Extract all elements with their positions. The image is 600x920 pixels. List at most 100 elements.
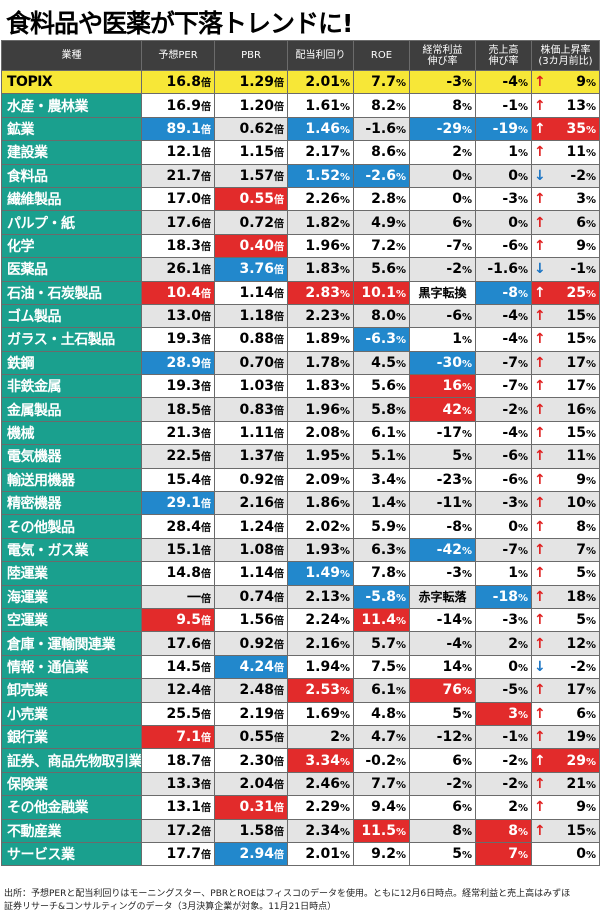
arrow-up-icon: ↑: [534, 191, 546, 208]
cell-unit-roe: %: [395, 288, 406, 300]
cell-value-op: -3: [446, 74, 462, 91]
cell-op: -4%: [409, 631, 476, 656]
cell-sector-name: 食料品: [1, 163, 142, 188]
cell-value-pbr: 1.29: [239, 74, 274, 91]
cell-op: -3%: [409, 69, 476, 95]
cell-value-return: 17: [566, 354, 586, 371]
cell-sector-name: 卸売業: [1, 678, 142, 703]
cell-pbr: 2.16倍: [214, 491, 288, 516]
cell-unit-sales: %: [517, 171, 528, 183]
cell-unit-pbr: 倍: [274, 429, 284, 441]
cell-unit-roe: %: [395, 452, 406, 464]
cell-roe: 7.5%: [353, 654, 410, 680]
cell-div: 2.24%: [287, 607, 354, 633]
cell-per: 28.9倍: [141, 350, 215, 376]
cell-unit-per: 倍: [201, 662, 211, 674]
cell-unit-pbr: 倍: [274, 78, 284, 90]
cell-value-div: 1.96: [305, 401, 340, 418]
cell-value-div: 1.82: [305, 214, 340, 231]
cell-sector-name: その他製品: [1, 514, 142, 539]
cell-per: 17.6倍: [141, 210, 215, 235]
cell-value-op: 76: [442, 682, 462, 699]
cell-value-return: 6: [576, 705, 586, 722]
cell-value-op: 16: [442, 378, 462, 395]
cell-unit-return: %: [585, 101, 596, 113]
cell-div: 2.34%: [287, 818, 354, 843]
cell-value-return: 13: [566, 97, 586, 114]
cell-unit-div: %: [339, 522, 350, 534]
cell-div: 1.61%: [287, 93, 354, 118]
cell-value-return: -2: [570, 658, 586, 675]
arrow-up-icon: ↑: [534, 565, 546, 582]
cell-value-return: 15: [566, 308, 586, 325]
cell-return: 0%: [531, 841, 600, 867]
cell-value-op: 赤字転落: [418, 590, 467, 605]
cell-unit-pbr: 倍: [274, 616, 284, 628]
cell-unit-op: %: [461, 429, 472, 441]
table-body: TOPIX 16.8倍 1.29倍 2.01% 7.7% -3% -4% ↑ 9% 水産・農林業 1…: [1, 69, 600, 867]
cell-value-div: 1.94: [305, 658, 340, 675]
cell-unit-roe: %: [395, 709, 406, 721]
cell-value-pbr: 0.62: [239, 120, 274, 137]
cell-op: -7%: [409, 233, 476, 259]
arrow-up-icon: ↑: [534, 144, 546, 161]
cell-value-roe: 9.4: [371, 799, 396, 816]
arrow-up-icon: ↑: [534, 331, 546, 348]
cell-value-div: 2.26: [305, 191, 340, 208]
cell-value-roe: 9.2: [371, 846, 396, 863]
cell-div: 1.83%: [287, 257, 354, 282]
cell-roe: 7.8%: [353, 561, 410, 586]
cell-div: 1.82%: [287, 210, 354, 235]
cell-pbr: 1.18倍: [214, 303, 288, 329]
cell-unit-return: %: [585, 569, 596, 581]
cell-div: 1.95%: [287, 444, 354, 469]
cell-pbr: 2.94倍: [214, 841, 288, 867]
cell-sales: -1.6%: [475, 257, 532, 282]
cell-unit-div: %: [339, 358, 350, 370]
cell-unit-sales: %: [517, 709, 528, 721]
cell-value-sales: 3: [508, 705, 518, 722]
cell-value-div: 2.08: [305, 425, 340, 442]
cell-pbr: 0.74倍: [214, 584, 288, 609]
cell-value-return: 29: [566, 752, 586, 769]
cell-value-per: 89.1: [166, 120, 201, 137]
cell-value-pbr: 0.83: [239, 401, 274, 418]
cell-value-sales: -5: [502, 682, 518, 699]
cell-unit-pbr: 倍: [274, 335, 284, 347]
cell-unit-div: %: [339, 616, 350, 628]
cell-unit-per: 倍: [201, 101, 211, 113]
cell-unit-pbr: 倍: [274, 171, 284, 183]
cell-value-per: 17.6: [166, 635, 201, 652]
cell-value-per: 15.1: [166, 542, 201, 558]
cell-op: -6%: [409, 303, 476, 329]
cell-unit-roe: %: [395, 382, 406, 394]
cell-unit-per: 倍: [201, 569, 211, 581]
cell-div: 2.08%: [287, 420, 354, 446]
cell-value-roe: 4.9: [371, 214, 396, 231]
cell-unit-sales: %: [517, 195, 528, 207]
cell-value-div: 1.95: [305, 448, 340, 465]
cell-return: ↑ 18%: [531, 584, 600, 609]
cell-value-div: 2.02: [305, 518, 340, 535]
header-col-sector: 業種: [1, 40, 142, 71]
cell-value-per: 18.7: [166, 752, 201, 769]
cell-value-sales: 1: [508, 144, 518, 161]
cell-unit-div: %: [339, 241, 350, 253]
cell-value-pbr: 3.76: [239, 261, 274, 278]
cell-return: ↑ 7%: [531, 537, 600, 563]
cell-pbr: 4.24倍: [214, 654, 288, 680]
cell-unit-op: %: [461, 756, 472, 768]
cell-div: 1.46%: [287, 116, 354, 142]
header-col-sales-growth: 売上高 伸び率: [475, 40, 532, 71]
cell-value-return: -1: [570, 261, 586, 278]
cell-unit-roe: %: [395, 499, 406, 511]
cell-return: ↑ 29%: [531, 748, 600, 773]
cell-sales: 1%: [475, 140, 532, 165]
cell-unit-per: 倍: [201, 756, 211, 768]
cell-unit-pbr: 倍: [274, 499, 284, 511]
cell-roe: 11.4%: [353, 607, 410, 633]
cell-value-return: 5: [576, 565, 586, 582]
cell-unit-op: %: [461, 218, 472, 230]
arrow-up-icon: ↑: [534, 588, 546, 605]
cell-value-roe: 4.7: [371, 729, 396, 746]
